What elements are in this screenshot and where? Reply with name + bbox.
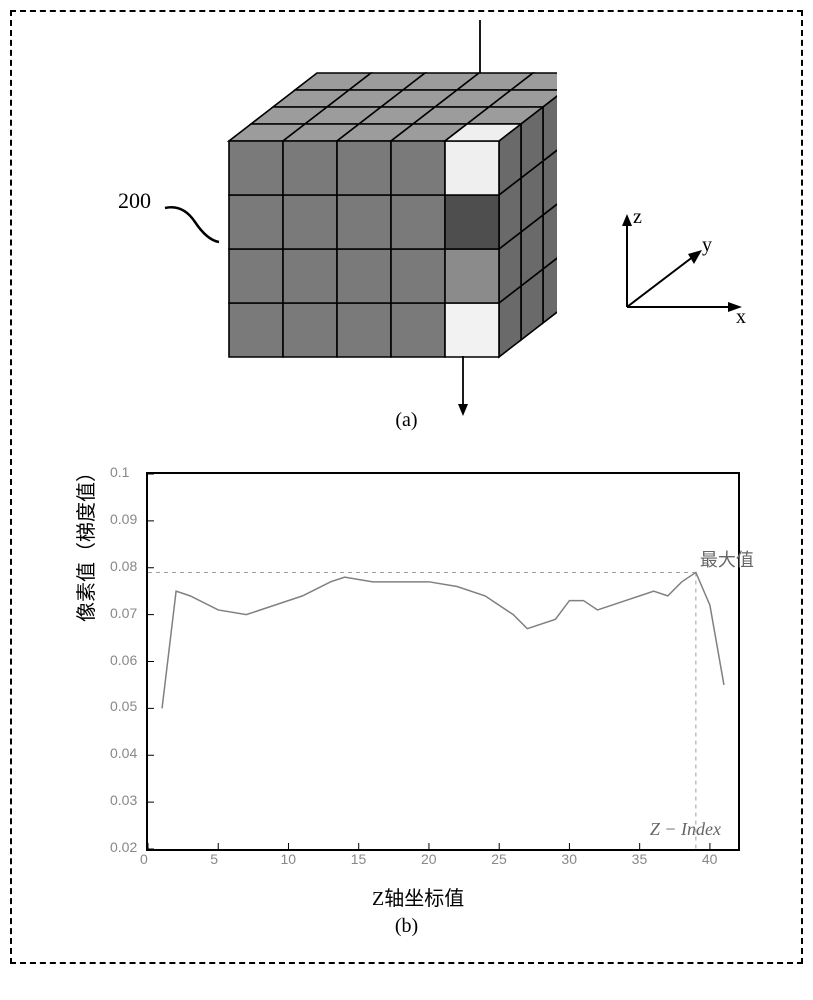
voxel-cube-diagram: [217, 57, 557, 367]
coordinate-axes: z y x: [602, 212, 752, 342]
x-axis-label: x: [736, 306, 746, 329]
xtick-label: 15: [351, 851, 367, 867]
chart-y-axis-title: 像素值（梯度值）: [70, 462, 99, 622]
z-axis-label: z: [633, 206, 642, 229]
xtick-label: 30: [561, 851, 577, 867]
y-axis-label: y: [702, 234, 712, 257]
panel-b-caption: (b): [12, 909, 801, 952]
xtick-label: 25: [491, 851, 507, 867]
panel-a-caption: (a): [12, 403, 801, 446]
xtick-label: 10: [280, 851, 296, 867]
ref-number-label: 200: [118, 188, 151, 214]
ytick-label: 0.09: [110, 511, 137, 527]
panel-b: 像素值（梯度值） Z轴坐标值 (b) 0 5 10 15 20 25 30 35 40 0.02 0…: [12, 452, 801, 962]
xtick-label: 40: [702, 851, 718, 867]
chart-x-axis-title: Z轴坐标值: [372, 882, 464, 911]
panel-a: 200: [12, 12, 801, 452]
xtick-label: 0: [140, 851, 148, 867]
xtick-label: 20: [421, 851, 437, 867]
ytick-label: 0.02: [110, 839, 137, 855]
line-chart: [146, 472, 740, 851]
z-index-annotation: Z − Index: [650, 819, 721, 840]
xtick-label: 5: [210, 851, 218, 867]
ytick-label: 0.07: [110, 605, 137, 621]
max-value-annotation: 最大值: [700, 546, 754, 572]
ytick-label: 0.03: [110, 792, 137, 808]
figure-border: 20 0: [10, 10, 803, 964]
xtick-label: 35: [632, 851, 648, 867]
ytick-label: 0.05: [110, 698, 137, 714]
ytick-label: 0.04: [110, 745, 137, 761]
ytick-label: 0.08: [110, 558, 137, 574]
ytick-label: 0.06: [110, 652, 137, 668]
ytick-label: 0.1: [110, 464, 129, 480]
ref-leader-curve: [163, 202, 223, 252]
